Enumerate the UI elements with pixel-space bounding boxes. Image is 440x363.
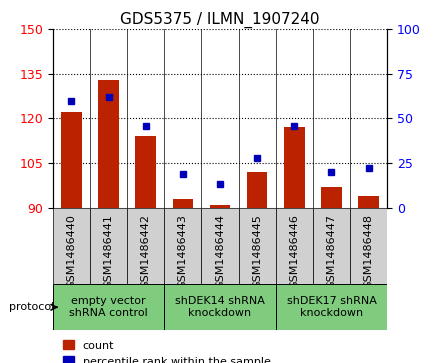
Bar bbox=[164, 284, 276, 330]
Bar bbox=[359, 196, 379, 208]
Bar bbox=[276, 284, 387, 330]
Text: protocol: protocol bbox=[9, 302, 54, 312]
Bar bbox=[53, 284, 164, 330]
Text: GSM1486442: GSM1486442 bbox=[141, 214, 150, 289]
Bar bbox=[53, 208, 90, 284]
Bar bbox=[284, 127, 304, 208]
Text: GSM1486448: GSM1486448 bbox=[363, 214, 374, 289]
Bar bbox=[276, 208, 313, 284]
Text: GSM1486440: GSM1486440 bbox=[66, 214, 77, 289]
Text: GSM1486443: GSM1486443 bbox=[178, 214, 188, 289]
Text: GSM1486445: GSM1486445 bbox=[252, 214, 262, 289]
Bar bbox=[172, 199, 193, 208]
Text: shDEK17 shRNA
knockdown: shDEK17 shRNA knockdown bbox=[286, 297, 376, 318]
Bar bbox=[238, 208, 276, 284]
Bar bbox=[136, 136, 156, 208]
Text: shDEK14 shRNA
knockdown: shDEK14 shRNA knockdown bbox=[175, 297, 265, 318]
Bar bbox=[98, 79, 119, 208]
Bar bbox=[61, 113, 81, 208]
Bar bbox=[202, 208, 238, 284]
Text: empty vector
shRNA control: empty vector shRNA control bbox=[69, 297, 148, 318]
Text: GSM1486444: GSM1486444 bbox=[215, 214, 225, 289]
Bar bbox=[127, 208, 164, 284]
Text: GSM1486447: GSM1486447 bbox=[326, 214, 337, 289]
Bar bbox=[313, 208, 350, 284]
Text: GSM1486441: GSM1486441 bbox=[103, 214, 114, 289]
Title: GDS5375 / ILMN_1907240: GDS5375 / ILMN_1907240 bbox=[120, 12, 320, 28]
Bar bbox=[350, 208, 387, 284]
Text: GSM1486446: GSM1486446 bbox=[290, 214, 299, 289]
Bar bbox=[164, 208, 202, 284]
Bar bbox=[247, 172, 268, 208]
Bar bbox=[321, 187, 342, 208]
Bar bbox=[90, 208, 127, 284]
Bar bbox=[210, 205, 230, 208]
Legend: count, percentile rank within the sample: count, percentile rank within the sample bbox=[59, 336, 275, 363]
